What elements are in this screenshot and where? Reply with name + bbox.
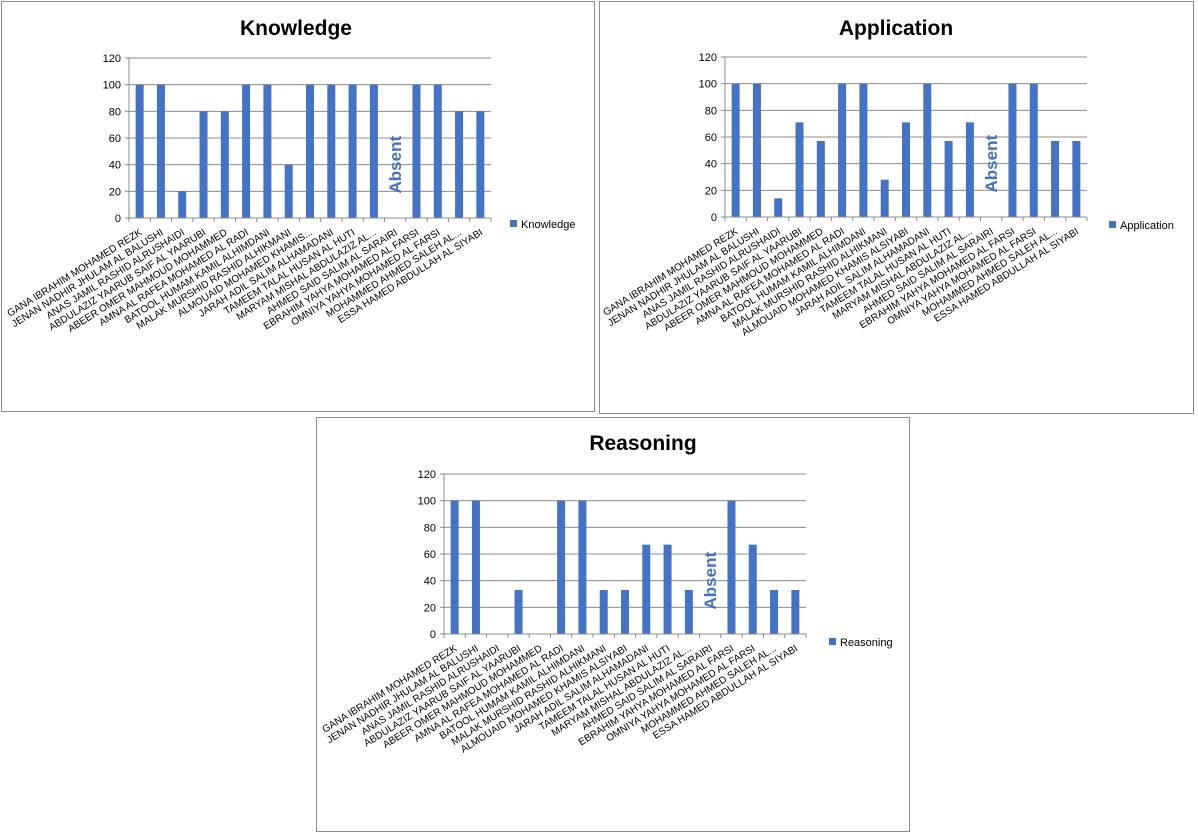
application-bar bbox=[880, 179, 889, 217]
reasoning-y-tick-label: 60 bbox=[424, 549, 436, 561]
application-y-tick-label: 0 bbox=[711, 212, 717, 224]
reasoning-bar bbox=[599, 590, 608, 634]
reasoning-bar bbox=[748, 544, 757, 634]
knowledge-bar bbox=[178, 191, 187, 218]
application-bar bbox=[1008, 83, 1017, 218]
knowledge-bar bbox=[156, 84, 165, 219]
knowledge-bar bbox=[242, 84, 251, 219]
knowledge-bar bbox=[476, 111, 485, 218]
knowledge-absent-annotation: Absent bbox=[386, 136, 405, 194]
application-bar bbox=[816, 141, 825, 217]
reasoning-legend-swatch bbox=[829, 638, 836, 645]
application-bar bbox=[1072, 141, 1081, 217]
application-chart-panel: Application 0 20 40 60 80 100 120 GANA IBRAHIM M… bbox=[599, 1, 1194, 414]
reasoning-bar bbox=[578, 500, 587, 634]
reasoning-y-tick-label: 40 bbox=[424, 576, 436, 588]
knowledge-bar bbox=[412, 84, 421, 219]
reasoning-chart-title: Reasoning bbox=[589, 432, 696, 455]
application-bar bbox=[859, 83, 868, 218]
knowledge-y-tick-label: 40 bbox=[109, 160, 121, 172]
reasoning-legend-label: Reasoning bbox=[840, 637, 893, 649]
knowledge-y-tick-label: 0 bbox=[115, 213, 121, 225]
reasoning-bar bbox=[684, 590, 693, 634]
application-absent-annotation: Absent bbox=[982, 135, 1001, 193]
application-bar bbox=[923, 83, 932, 218]
reasoning-bar bbox=[663, 544, 672, 634]
application-y-tick-label: 60 bbox=[705, 132, 717, 144]
application-bar bbox=[1029, 83, 1038, 218]
knowledge-y-tick-label: 20 bbox=[109, 186, 121, 198]
knowledge-bar bbox=[455, 111, 464, 218]
reasoning-bar bbox=[770, 590, 779, 634]
reasoning-bar bbox=[621, 590, 629, 634]
knowledge-bar bbox=[348, 84, 357, 219]
application-bar bbox=[838, 83, 847, 218]
application-y-tick-label: 20 bbox=[705, 185, 717, 197]
reasoning-y-tick-label: 120 bbox=[418, 469, 436, 481]
reasoning-bar bbox=[727, 500, 736, 634]
knowledge-bar bbox=[284, 164, 293, 218]
knowledge-y-tick-label: 100 bbox=[103, 80, 121, 92]
application-bar bbox=[752, 83, 761, 218]
application-bar bbox=[944, 141, 953, 217]
application-y-tick-label: 100 bbox=[699, 79, 717, 91]
application-legend-label: Application bbox=[1120, 220, 1174, 232]
reasoning-bar bbox=[514, 590, 523, 634]
knowledge-bar bbox=[199, 111, 208, 218]
knowledge-bar bbox=[263, 84, 272, 219]
knowledge-chart-title: Knowledge bbox=[240, 17, 352, 40]
reasoning-bar bbox=[557, 500, 566, 634]
reasoning-bar bbox=[791, 590, 800, 634]
reasoning-y-tick-label: 0 bbox=[430, 629, 436, 641]
knowledge-bar bbox=[135, 84, 144, 219]
knowledge-bar bbox=[306, 84, 314, 219]
application-chart-title: Application bbox=[839, 17, 953, 40]
reasoning-bar bbox=[450, 500, 459, 634]
application-bar bbox=[1051, 141, 1060, 217]
application-bar bbox=[774, 198, 783, 217]
knowledge-y-tick-label: 120 bbox=[103, 53, 121, 65]
knowledge-legend-swatch bbox=[510, 220, 517, 227]
application-bar bbox=[902, 122, 910, 217]
knowledge-bar bbox=[327, 84, 336, 219]
application-bar bbox=[965, 122, 974, 217]
application-bar bbox=[731, 83, 740, 218]
knowledge-y-tick-label: 80 bbox=[109, 106, 121, 118]
knowledge-y-tick-label: 60 bbox=[109, 133, 121, 145]
reasoning-bar bbox=[471, 500, 480, 634]
reasoning-bar bbox=[642, 544, 651, 634]
application-y-tick-label: 120 bbox=[699, 52, 717, 64]
knowledge-bar bbox=[433, 84, 442, 219]
knowledge-chart-panel: Knowledge 0 20 40 60 80 100 120 GANA IBRAHIM MOH… bbox=[1, 1, 595, 412]
application-y-tick-label: 40 bbox=[705, 159, 717, 171]
reasoning-absent-annotation: Absent bbox=[701, 552, 720, 610]
reasoning-y-tick-label: 80 bbox=[424, 522, 436, 534]
reasoning-y-tick-label: 100 bbox=[418, 496, 436, 508]
knowledge-legend-label: Knowledge bbox=[521, 219, 575, 231]
knowledge-bar bbox=[220, 111, 229, 218]
application-y-tick-label: 80 bbox=[705, 105, 717, 117]
application-legend-swatch bbox=[1109, 221, 1116, 228]
reasoning-y-tick-label: 20 bbox=[424, 602, 436, 614]
reasoning-chart-panel: Reasoning 0 20 40 60 80 100 120 GANA IBRAHIM MOH… bbox=[316, 417, 910, 832]
knowledge-bar bbox=[369, 84, 378, 219]
application-bar bbox=[795, 122, 804, 217]
